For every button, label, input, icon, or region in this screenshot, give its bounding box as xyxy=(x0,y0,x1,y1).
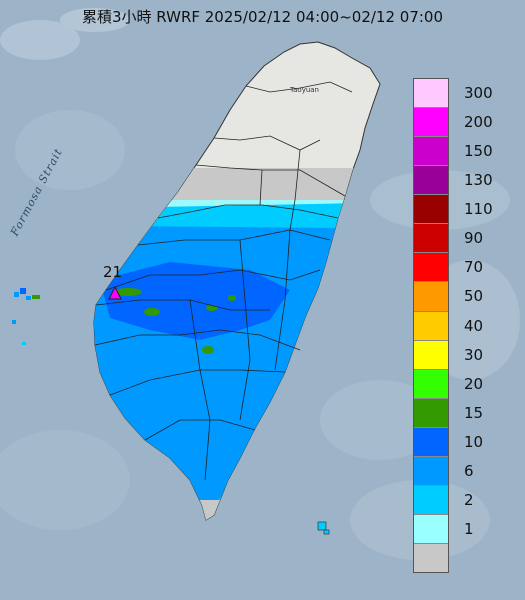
legend-swatch xyxy=(414,311,448,341)
legend-swatch xyxy=(414,369,448,399)
legend-swatch xyxy=(414,108,448,138)
rain-spot-15 xyxy=(202,346,214,354)
legend-label: 150 xyxy=(464,141,493,160)
city-label: Taoyuan xyxy=(290,86,319,94)
color-legend xyxy=(413,78,449,573)
legend-label: 70 xyxy=(464,258,484,277)
legend-swatch xyxy=(414,224,448,254)
legend-swatch xyxy=(414,456,448,486)
legend-swatch xyxy=(414,79,448,109)
legend-label: 200 xyxy=(464,112,493,131)
penghu-islands xyxy=(12,288,40,345)
legend-swatch xyxy=(414,427,448,457)
legend-label: 6 xyxy=(464,462,474,481)
legend-label: 30 xyxy=(464,345,484,364)
legend-swatch xyxy=(414,282,448,312)
legend-label: 10 xyxy=(464,433,484,452)
legend-label: 300 xyxy=(464,83,493,102)
legend-swatch xyxy=(414,485,448,515)
east-islands xyxy=(317,521,330,535)
rain-spot-15 xyxy=(114,288,142,296)
legend-swatch xyxy=(414,340,448,370)
legend-swatch xyxy=(414,195,448,225)
legend-label: 110 xyxy=(464,200,493,219)
max-rain-value: 21 xyxy=(103,263,123,281)
map-title: 累積3小時 RWRF 2025/02/12 04:00~02/12 07:00 xyxy=(81,8,444,26)
legend-label xyxy=(458,544,518,573)
legend-labels: 300 200 150 130 110 90 70 50 40 30 20 15 10 6 2 1 xyxy=(458,78,518,573)
legend-label: 90 xyxy=(464,229,484,248)
legend-swatch xyxy=(414,514,448,544)
legend-label: 2 xyxy=(464,491,474,510)
county-boundaries xyxy=(94,81,353,481)
legend-label: 130 xyxy=(464,170,493,189)
legend-label: 15 xyxy=(464,403,484,422)
legend-swatch xyxy=(414,398,448,428)
rain-spot-15 xyxy=(228,295,236,301)
legend-label: 50 xyxy=(464,287,484,306)
max-rain-triangle-icon xyxy=(108,286,122,300)
legend-label: 40 xyxy=(464,316,484,335)
legend-swatch xyxy=(414,544,448,573)
legend-swatch xyxy=(414,253,448,283)
legend-label: 20 xyxy=(464,374,484,393)
legend-swatch xyxy=(414,166,448,196)
rain-spot-15 xyxy=(144,308,160,316)
legend-swatch xyxy=(414,137,448,167)
legend-label: 1 xyxy=(464,520,474,539)
